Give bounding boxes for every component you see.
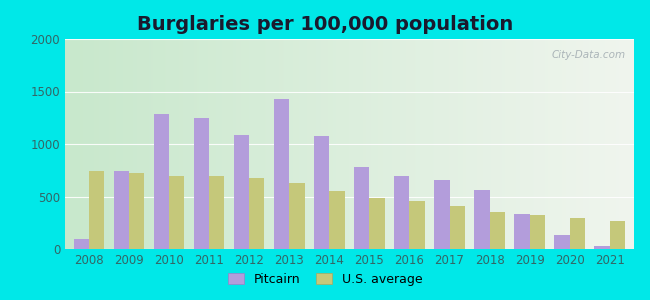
Legend: Pitcairn, U.S. average: Pitcairn, U.S. average: [222, 268, 428, 291]
Bar: [474, 190, 489, 249]
Bar: [74, 238, 89, 249]
Bar: [89, 171, 104, 249]
Bar: [354, 167, 369, 249]
Bar: [554, 235, 569, 249]
Bar: [169, 176, 185, 249]
Bar: [514, 214, 530, 249]
Bar: [395, 176, 410, 249]
Bar: [274, 99, 289, 249]
Bar: [489, 212, 505, 249]
Bar: [129, 173, 144, 249]
Bar: [595, 246, 610, 249]
Bar: [234, 134, 249, 249]
Bar: [114, 171, 129, 249]
Bar: [249, 178, 265, 249]
Bar: [154, 113, 169, 249]
Bar: [434, 180, 450, 249]
Bar: [314, 136, 330, 249]
Bar: [194, 118, 209, 249]
Bar: [410, 201, 424, 249]
Bar: [369, 197, 385, 249]
Bar: [209, 176, 224, 249]
Bar: [450, 206, 465, 249]
Bar: [610, 220, 625, 249]
Bar: [330, 191, 344, 249]
Bar: [530, 215, 545, 249]
Text: Burglaries per 100,000 population: Burglaries per 100,000 population: [137, 15, 513, 34]
Bar: [569, 218, 585, 249]
Bar: [289, 183, 304, 249]
Text: City-Data.com: City-Data.com: [551, 50, 625, 59]
